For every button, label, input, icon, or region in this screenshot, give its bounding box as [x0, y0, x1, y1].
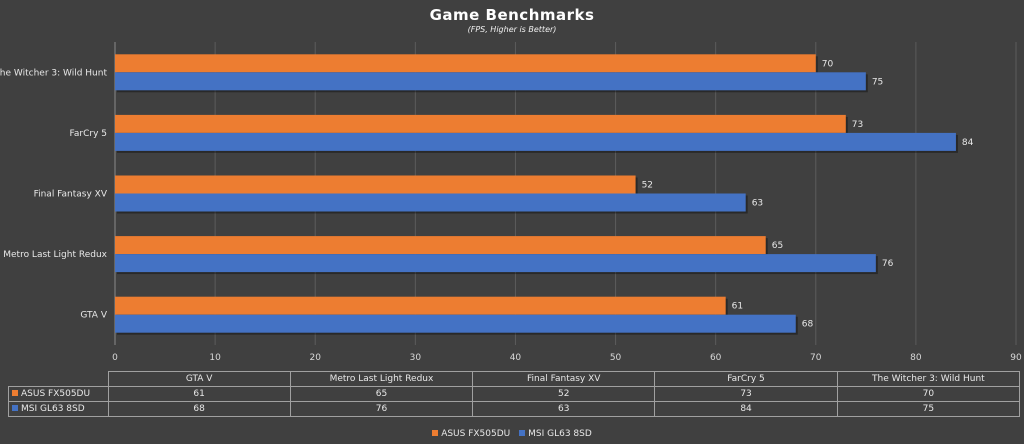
bar-msi — [115, 193, 746, 212]
x-tick-label: 60 — [710, 353, 722, 363]
data-label: 52 — [642, 181, 653, 191]
y-category-label: FarCry 5 — [70, 129, 107, 139]
data-table-cell: 76 — [289, 401, 474, 417]
data-table-header: FarCry 5 — [654, 371, 838, 387]
data-label: 70 — [822, 59, 834, 69]
data-table-cell: 75 — [836, 401, 1021, 417]
data-table-header: Metro Last Light Redux — [289, 371, 474, 387]
x-tick-label: 70 — [810, 353, 822, 363]
x-tick-label: 50 — [610, 353, 622, 363]
bar-msi — [115, 314, 796, 333]
bar-msi — [115, 132, 956, 151]
data-table-header: The Witcher 3: Wild Hunt — [836, 371, 1021, 387]
series-name: MSI GL63 8SD — [21, 404, 85, 414]
x-tick-label: 20 — [309, 353, 321, 363]
data-label: 73 — [852, 120, 863, 130]
data-table-cell: 63 — [472, 401, 656, 417]
y-category-label: GTA V — [80, 311, 107, 321]
legend: ASUS FX505DU MSI GL63 8SD — [0, 429, 1024, 439]
data-table-cell: 84 — [654, 401, 838, 417]
data-table-header: Final Fantasy XV — [472, 371, 656, 387]
data-table-row-label: MSI GL63 8SD — [8, 401, 109, 417]
x-tick-label: 0 — [112, 353, 118, 363]
data-table-header: GTA V — [107, 371, 291, 387]
chart-title: Game Benchmarks — [429, 6, 595, 24]
data-label: 68 — [802, 320, 814, 330]
x-tick-label: 30 — [410, 353, 422, 363]
data-table-cell: 70 — [836, 386, 1021, 402]
data-table-cell: 65 — [289, 386, 474, 402]
bar-msi — [115, 72, 866, 91]
data-label: 65 — [772, 241, 783, 251]
data-table-cell: 61 — [107, 386, 291, 402]
data-table-row-series-1: MSI GL63 8SD 68 76 63 84 75 — [8, 401, 1021, 417]
data-label: 61 — [732, 302, 743, 312]
data-table-cell: 73 — [654, 386, 838, 402]
legend-item: MSI GL63 8SD — [519, 429, 592, 439]
series-name: ASUS FX505DU — [21, 389, 91, 399]
chart-subtitle: (FPS, Higher is Better) — [467, 25, 557, 34]
data-label: 63 — [752, 199, 763, 209]
y-category-label: The Witcher 3: Wild Hunt — [0, 68, 107, 78]
y-category-label: Metro Last Light Redux — [3, 250, 107, 260]
legend-swatch-icon — [12, 390, 18, 396]
data-label: 84 — [962, 138, 974, 148]
data-table: GTA V Metro Last Light Redux Final Fanta… — [8, 371, 1021, 417]
bar-msi — [115, 254, 876, 273]
legend-item: ASUS FX505DU — [432, 429, 510, 439]
y-category-label: Final Fantasy XV — [34, 190, 108, 200]
bar-asus — [115, 54, 816, 73]
data-label: 75 — [872, 77, 883, 87]
bar-asus — [115, 296, 726, 315]
legend-swatch-icon — [519, 430, 526, 436]
bar-asus — [115, 236, 766, 255]
data-table-cell: 52 — [472, 386, 656, 402]
data-table-header-row: GTA V Metro Last Light Redux Final Fanta… — [8, 371, 1021, 387]
legend-swatch-icon — [432, 430, 439, 436]
legend-label: ASUS FX505DU — [441, 429, 511, 439]
data-table-cell: 68 — [107, 401, 291, 417]
data-table-row-label: ASUS FX505DU — [8, 386, 109, 402]
x-tick-label: 10 — [209, 353, 221, 363]
x-tick-label: 90 — [1010, 353, 1022, 363]
legend-label: MSI GL63 8SD — [528, 429, 592, 439]
x-tick-label: 40 — [510, 353, 522, 363]
data-table-row-series-0: ASUS FX505DU 61 65 52 73 70 — [8, 386, 1021, 402]
x-tick-label: 80 — [910, 353, 922, 363]
legend-swatch-icon — [12, 405, 18, 411]
data-table-corner — [8, 371, 109, 387]
bar-asus — [115, 114, 846, 133]
bar-asus — [115, 175, 636, 194]
data-label: 76 — [882, 259, 894, 269]
